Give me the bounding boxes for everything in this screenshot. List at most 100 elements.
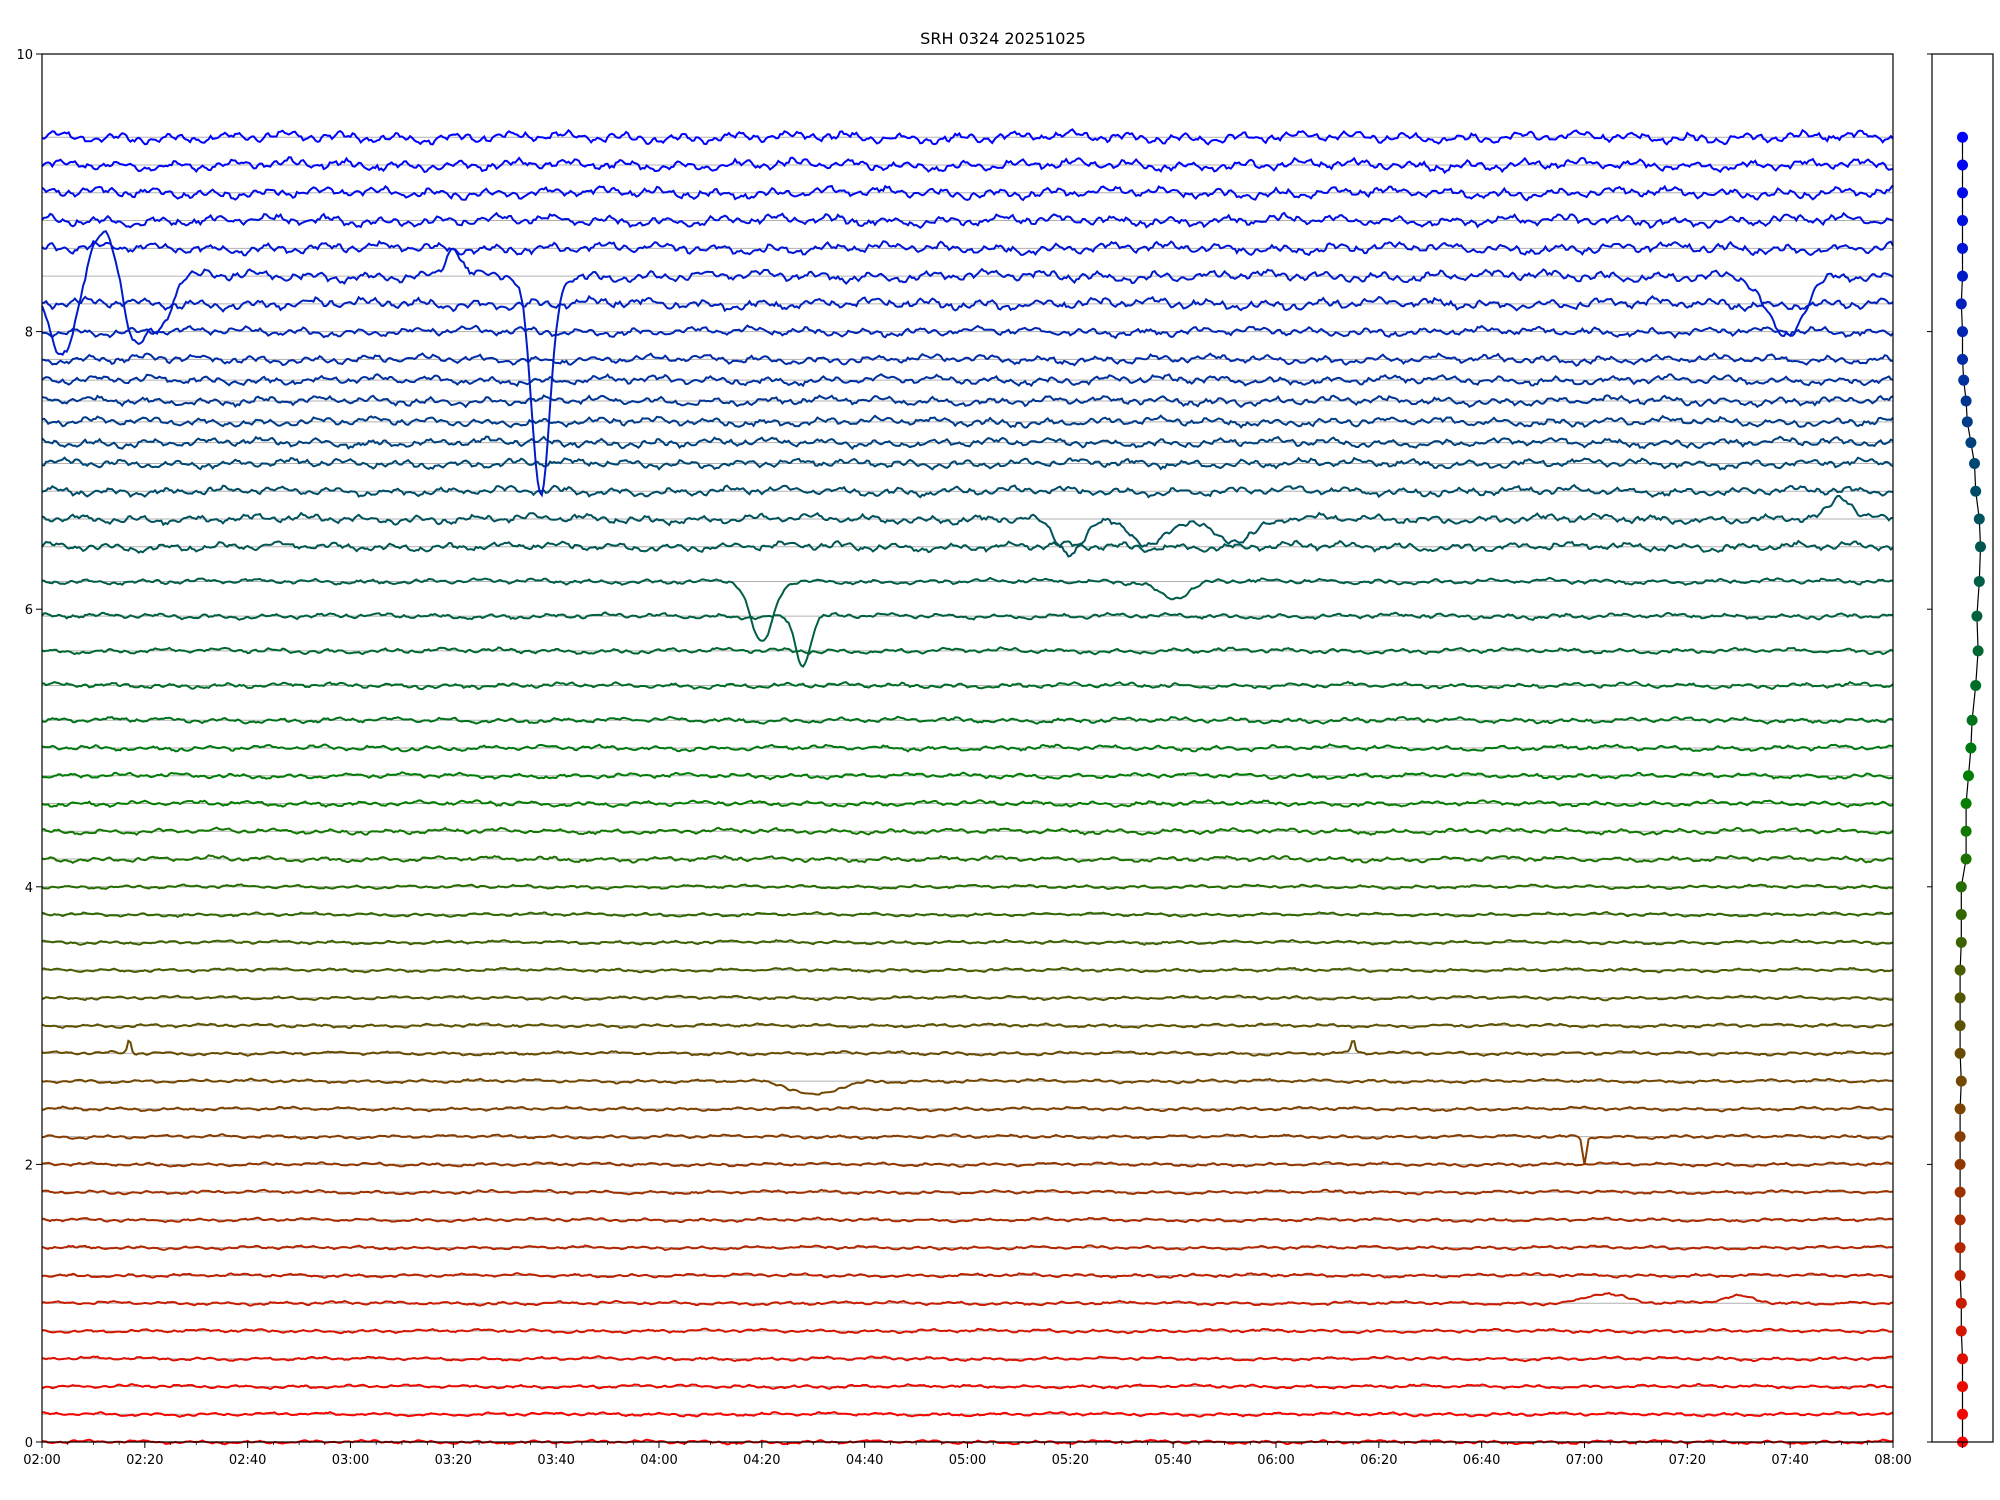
trace-line-24 (41, 771, 1894, 781)
trace-line-8 (41, 1216, 1894, 1224)
x-tick-label: 02:20 (126, 1453, 163, 1468)
x-tick-label: 03:40 (537, 1453, 574, 1468)
side-panel-dot-32 (1973, 513, 1985, 525)
side-panel-dot-26 (1966, 714, 1978, 726)
side-panel-dot-28 (1972, 645, 1984, 657)
side-panel-dot-1 (1957, 1408, 1968, 1420)
x-tick-label: 04:00 (640, 1453, 677, 1468)
side-panel-dot-9 (1954, 1186, 1966, 1198)
trace-line-46 (41, 156, 1893, 175)
trace-line-1 (41, 1410, 1894, 1418)
side-panel-dot-8 (1954, 1214, 1966, 1226)
y-tick-label: 4 (25, 881, 33, 896)
y-tick-label: 8 (25, 326, 33, 341)
side-panel-dot-18 (1955, 936, 1967, 948)
side-panel-dot-11 (1954, 1131, 1966, 1143)
trace-line-33 (41, 483, 1894, 499)
trace-line-2 (41, 1382, 1894, 1391)
side-panel-dot-25 (1965, 742, 1977, 754)
side-panel-dot-47 (1957, 131, 1968, 143)
side-panel-dot-40 (1957, 326, 1968, 338)
trace-line-41 (41, 294, 1894, 313)
side-panel-dot-41 (1955, 298, 1967, 310)
side-panel-dot-16 (1954, 992, 1966, 1004)
trace-line-22 (41, 826, 1894, 837)
x-tick-label: 06:00 (1257, 1453, 1294, 1468)
side-panel-dot-27 (1970, 680, 1982, 692)
trace-line-12 (41, 1105, 1894, 1113)
x-tick-label: 04:20 (743, 1453, 780, 1468)
trace-line-20 (41, 883, 1894, 891)
y-tick-label: 6 (25, 603, 33, 618)
trace-line-23 (41, 798, 1894, 809)
trace-line-17 (41, 966, 1894, 974)
trace-line-14 (41, 1039, 1894, 1057)
trace-line-19 (41, 911, 1894, 919)
trace-line-44 (41, 211, 1894, 230)
trace-line-7 (41, 1244, 1894, 1252)
trace-line-43 (41, 239, 1894, 257)
trace-line-38 (41, 373, 1894, 388)
side-panel-dot-36 (1961, 416, 1973, 428)
trace-line-42 (41, 229, 1894, 498)
y-tick-label: 0 (25, 1436, 33, 1451)
x-tick-label: 07:20 (1669, 1453, 1706, 1468)
x-tick-label: 02:40 (229, 1453, 266, 1468)
y-tick-label: 2 (25, 1158, 33, 1173)
side-panel-dot-14 (1954, 1047, 1966, 1059)
side-panel-dot-7 (1954, 1242, 1966, 1254)
side-panel-dot-39 (1957, 353, 1968, 365)
side-panel-dot-5 (1955, 1297, 1967, 1309)
trace-line-18 (41, 938, 1894, 946)
side-panel-dot-43 (1957, 242, 1968, 254)
trace-line-27 (41, 680, 1894, 691)
x-tick-label: 08:00 (1874, 1453, 1911, 1468)
main-plot-area: 0 2 4 6 8 10 02:00 02:20 02:40 03:00 03:20 03:40 04:… (16, 48, 1911, 1468)
x-tick-label: 05:40 (1154, 1453, 1191, 1468)
side-panel-dot-34 (1969, 457, 1980, 469)
trace-line-6 (41, 1272, 1894, 1279)
side-panel-area (1927, 53, 1994, 1448)
side-panel-dot-44 (1957, 215, 1968, 227)
side-panel-dot-45 (1957, 187, 1968, 199)
trace-line-29 (41, 611, 1894, 669)
trace-line-11 (41, 1133, 1894, 1165)
side-panel-dot-30 (1973, 575, 1985, 587)
trace-line-32 (41, 495, 1894, 558)
trace-line-36 (41, 414, 1894, 429)
trace-line-35 (41, 435, 1894, 450)
side-panel-dot-38 (1958, 374, 1970, 386)
trace-line-47 (41, 128, 1894, 146)
side-panel-dot-10 (1954, 1158, 1966, 1170)
side-panel-dot-17 (1954, 964, 1966, 976)
x-tick-label: 07:00 (1566, 1453, 1603, 1468)
trace-line-15 (41, 1022, 1894, 1030)
side-panel-dot-33 (1970, 485, 1982, 497)
side-panel-dot-29 (1971, 610, 1983, 622)
trace-line-16 (41, 994, 1894, 1002)
trace-line-5 (41, 1291, 1894, 1307)
side-panel-dot-35 (1965, 437, 1977, 449)
side-panel-dot-4 (1955, 1325, 1967, 1337)
trace-line-4 (41, 1327, 1894, 1335)
side-panel-dot-31 (1975, 541, 1986, 553)
trace-line-30 (41, 576, 1894, 642)
trace-line-13 (41, 1077, 1894, 1096)
x-tick-label: 05:20 (1052, 1453, 1089, 1468)
side-panel-dot-6 (1954, 1269, 1966, 1281)
x-tick-label: 03:00 (332, 1453, 369, 1468)
trace-line-31 (41, 539, 1894, 554)
side-panel-dot-23 (1960, 798, 1972, 810)
side-panel-dot-22 (1960, 825, 1972, 837)
trace-line-39 (41, 352, 1894, 367)
side-panel-dot-24 (1963, 770, 1974, 782)
trace-line-26 (41, 715, 1894, 725)
side-panel-dot-13 (1955, 1075, 1967, 1087)
trace-line-45 (41, 184, 1894, 202)
side-panel-dot-3 (1957, 1353, 1968, 1365)
side-panel-dot-20 (1955, 881, 1967, 893)
side-panel-dot-42 (1957, 270, 1968, 282)
x-tick-label: 07:40 (1771, 1453, 1808, 1468)
trace-line-25 (41, 743, 1894, 753)
